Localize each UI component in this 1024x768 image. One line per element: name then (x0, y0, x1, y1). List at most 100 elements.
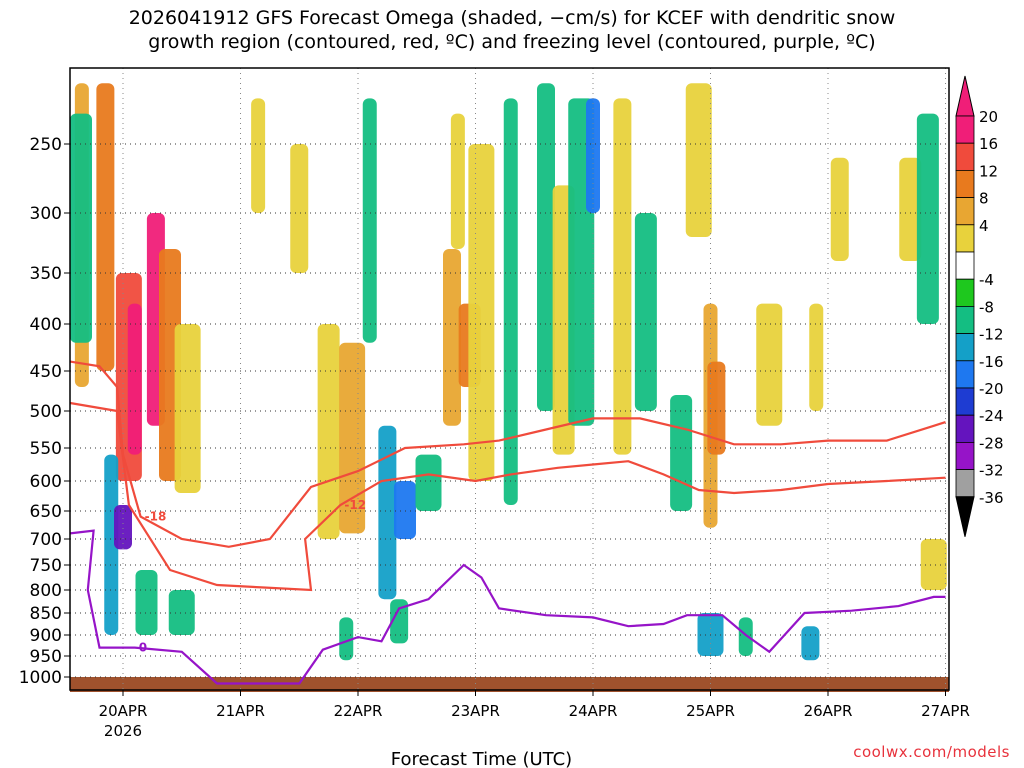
omega-cell (920, 539, 947, 590)
omega-cell (738, 617, 753, 656)
colorbar-swatch (955, 251, 975, 280)
x-tick-label: 23APR (451, 702, 500, 720)
colorbar-label: -20 (979, 380, 1004, 398)
colorbar-label: -32 (979, 462, 1004, 480)
y-tick-label: 950 (30, 647, 62, 667)
omega-cell (707, 361, 726, 455)
title-line-2: growth region (contoured, red, ºC) and f… (148, 31, 876, 53)
omega-cell (916, 113, 939, 324)
colorbar-swatch (955, 224, 975, 253)
colorbar-swatch (955, 469, 975, 498)
omega-cell (104, 454, 119, 635)
omega-cell (317, 324, 340, 539)
omega-cell (613, 98, 632, 455)
omega-cell (670, 395, 693, 511)
credit-link[interactable]: coolwx.com/models (853, 743, 1010, 761)
omega-cell (174, 324, 201, 493)
y-tick-label: 350 (30, 264, 62, 284)
omega-shading (70, 83, 947, 661)
colorbar-label: -36 (979, 489, 1004, 507)
colorbar-label: -24 (979, 407, 1004, 425)
colorbar-swatch (955, 333, 975, 362)
omega-cell (586, 98, 600, 213)
dgz-minus-18-line (69, 360, 946, 548)
y-tick-label: 250 (30, 135, 62, 155)
colorbar-label: 20 (979, 108, 998, 126)
omega-cell (251, 98, 266, 213)
omega-cell (168, 590, 195, 635)
colorbar-swatch (955, 305, 975, 334)
x-tick-label: 24APR (569, 702, 618, 720)
colorbar-swatch (955, 115, 975, 144)
x-axis-label: Forecast Time (UTC) (391, 749, 572, 768)
omega-cell (634, 213, 657, 411)
x-tick-label: 26APR (804, 702, 853, 720)
x-tick-label: 21APR (216, 702, 265, 720)
colorbar-swatch (955, 387, 975, 416)
omega-cell (443, 249, 461, 426)
y-tick-label: 400 (30, 315, 62, 335)
omega-cell (70, 113, 92, 343)
omega-cell (809, 303, 824, 411)
omega-cell (503, 98, 518, 506)
colorbar-swatch (955, 441, 975, 470)
colorbar-label: 8 (979, 190, 989, 208)
temperature-contours: -12 -18 0 (69, 360, 946, 685)
colorbar-label: -12 (979, 326, 1004, 344)
omega-cell (96, 83, 115, 371)
y-tick-label: 300 (30, 204, 62, 224)
omega-cell (135, 570, 158, 635)
y-tick-label: 900 (30, 626, 62, 646)
colorbar-label: -8 (979, 298, 994, 316)
colorbar-bottom-arrow (955, 496, 975, 537)
colorbar-swatch (955, 278, 975, 307)
colorbar-label: 12 (979, 162, 998, 180)
colorbar-swatch (955, 142, 975, 171)
colorbar-swatch (955, 197, 975, 226)
colorbar-label: -28 (979, 434, 1004, 452)
colorbar-label: 16 (979, 135, 998, 153)
omega-cell (415, 454, 442, 511)
ground-band (70, 677, 949, 692)
colorbar-label: -16 (979, 353, 1004, 371)
colorbar-swatch (955, 169, 975, 198)
x-tick-label: 22APR (334, 702, 383, 720)
omega-cell (290, 144, 309, 273)
colorbar-swatch (955, 360, 975, 389)
y-tick-label: 700 (30, 530, 62, 550)
omega-cell (899, 157, 922, 261)
omega-cell (756, 303, 783, 426)
omega-cell (390, 599, 409, 644)
omega-cell (685, 83, 712, 237)
freezing-level-0-label: 0 (139, 641, 147, 655)
omega-cell (537, 83, 555, 411)
y-tick-label: 850 (30, 604, 62, 624)
dgz-minus-12-label: -12 (344, 498, 366, 512)
y-tick-label: 600 (30, 472, 62, 492)
colorbar-swatch (955, 414, 975, 443)
omega-cell (378, 425, 397, 600)
x-tick-label: 25APR (686, 702, 735, 720)
omega-cell (830, 157, 849, 261)
y-tick-label: 800 (30, 581, 62, 601)
dgz-minus-12-line (69, 401, 946, 592)
freezing-level-0-line (69, 529, 946, 685)
omega-cell (394, 481, 416, 539)
omega-cell (801, 626, 820, 661)
y-tick-label: 750 (30, 556, 62, 576)
omega-cell (114, 505, 132, 550)
x-year-label: 2026 (104, 722, 142, 740)
ground-surface (70, 677, 949, 692)
plot-frame (69, 67, 950, 691)
y-tick-label: 550 (30, 439, 62, 459)
colorbar-top-arrow (955, 75, 975, 117)
omega-cell (468, 144, 495, 481)
x-tick-label: 20APR (99, 702, 148, 720)
y-tick-label: 500 (30, 402, 62, 422)
y-tick-label: 1000 (19, 668, 62, 688)
omega-cell (450, 113, 465, 249)
omega-cell (339, 342, 366, 534)
omega-cell (362, 98, 377, 343)
dgz-minus-18-label: -18 (145, 510, 167, 524)
